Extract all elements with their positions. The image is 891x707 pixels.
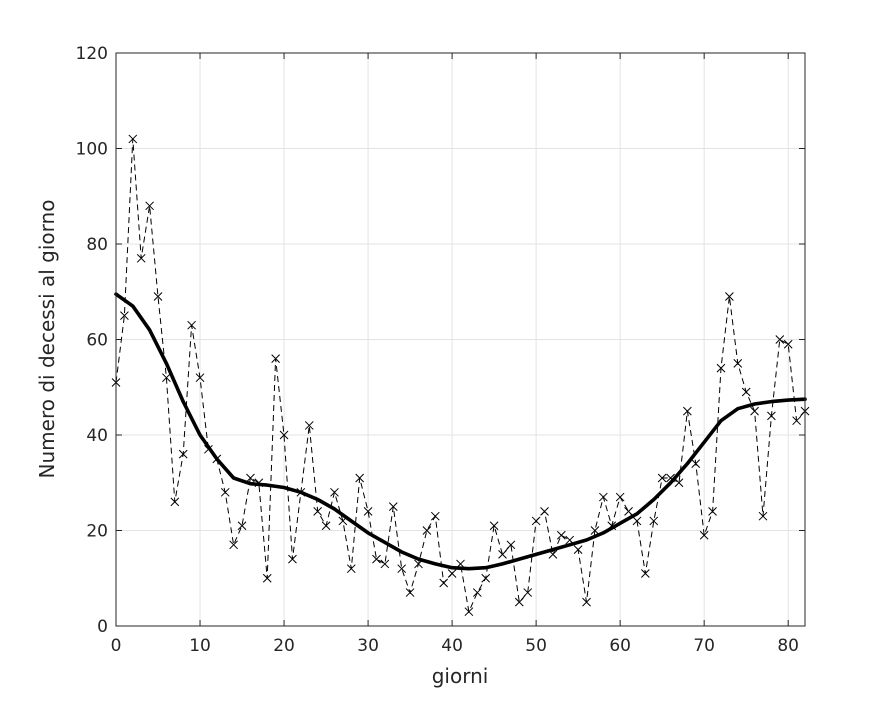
data-point-marker <box>388 502 398 511</box>
data-point-marker <box>641 569 650 578</box>
y-tick-label: 0 <box>97 617 108 637</box>
x-tick-label: 40 <box>441 636 463 656</box>
data-point-marker <box>540 507 549 516</box>
data-point-marker <box>699 530 709 540</box>
data-point-marker <box>229 540 238 550</box>
ticks: 0 10 20 30 40 50 60 70 80 0 20 40 60 80 100 120 <box>76 44 805 656</box>
data-point-marker <box>691 459 701 469</box>
x-axis-label: giorni <box>432 664 489 688</box>
data-point-marker <box>481 573 491 583</box>
data-point-marker <box>304 421 314 430</box>
data-point-marker <box>498 550 507 559</box>
data-point-marker <box>758 511 768 521</box>
data-point-marker <box>573 545 583 554</box>
data-point-marker <box>405 588 415 597</box>
data-point-marker <box>330 487 339 497</box>
data-point-marker <box>649 516 659 526</box>
data-point-marker <box>464 607 474 617</box>
data-point-marker <box>716 363 726 373</box>
data-point-marker <box>237 521 247 531</box>
data-point-marker <box>220 487 230 497</box>
data-point-marker <box>489 521 499 531</box>
data-point-marker <box>531 516 541 526</box>
data-point-marker <box>346 564 356 574</box>
x-tick-label: 20 <box>273 636 295 656</box>
data-point-marker <box>195 373 205 383</box>
data-point-marker <box>422 526 432 535</box>
data-point-marker <box>472 588 482 597</box>
data-point-marker <box>733 359 743 368</box>
x-tick-label: 10 <box>189 636 211 656</box>
x-tick-label: 0 <box>111 636 122 656</box>
data-point-marker <box>136 253 146 263</box>
data-point-marker <box>683 406 692 416</box>
data-point-marker <box>397 564 407 574</box>
data-point-marker <box>657 473 667 483</box>
x-tick-label: 70 <box>693 636 715 656</box>
y-tick-label: 20 <box>86 522 108 542</box>
series-layer <box>111 134 810 617</box>
data-point-marker <box>514 597 524 607</box>
data-point-marker <box>582 597 591 607</box>
data-point-marker <box>128 134 138 144</box>
data-point-marker <box>153 292 163 301</box>
data-point-marker <box>430 511 440 521</box>
y-tick-label: 40 <box>86 426 108 446</box>
data-point-marker <box>288 554 297 564</box>
data-point-marker <box>725 292 734 301</box>
y-tick-label: 80 <box>86 235 108 255</box>
data-point-marker <box>590 526 600 535</box>
data-point-marker <box>447 569 457 578</box>
data-point-marker <box>363 507 373 516</box>
data-point-marker <box>262 573 272 583</box>
x-tick-label: 80 <box>777 636 799 656</box>
data-point-marker <box>506 540 516 550</box>
data-point-marker <box>380 559 390 569</box>
y-axis-label: Numero di decessi al giorno <box>35 200 59 479</box>
data-point-marker <box>783 339 793 349</box>
data-point-marker <box>767 411 776 421</box>
data-point-marker <box>178 449 188 459</box>
data-point-marker <box>624 507 633 516</box>
data-point-marker <box>523 588 533 597</box>
data-point-marker <box>279 430 289 440</box>
data-point-marker <box>632 516 642 526</box>
data-point-marker <box>313 507 323 516</box>
data-point-marker <box>708 507 717 516</box>
y-tick-label: 60 <box>86 331 108 351</box>
y-tick-label: 100 <box>76 140 108 160</box>
x-tick-label: 30 <box>357 636 379 656</box>
data-point-marker <box>271 354 280 363</box>
data-point-marker <box>187 320 196 330</box>
y-tick-label: 120 <box>76 44 108 64</box>
data-point-marker <box>439 578 449 588</box>
data-point-marker <box>750 406 759 416</box>
data-point-marker <box>120 311 129 320</box>
x-tick-label: 50 <box>525 636 547 656</box>
x-tick-label: 60 <box>609 636 631 656</box>
data-point-marker <box>246 473 255 483</box>
data-point-marker <box>355 473 365 483</box>
data-point-marker <box>145 201 154 211</box>
data-point-marker <box>615 492 625 502</box>
data-point-marker <box>162 373 171 383</box>
data-point-marker <box>598 492 608 502</box>
data-point-marker <box>372 554 381 564</box>
data-point-marker <box>792 416 801 426</box>
data-point-marker <box>556 530 566 540</box>
data-point-marker <box>741 387 751 397</box>
data-point-marker <box>674 478 684 488</box>
trend-line <box>114 292 807 571</box>
data-point-marker <box>170 497 180 507</box>
data-point-marker <box>775 335 785 344</box>
data-point-marker <box>321 521 331 531</box>
